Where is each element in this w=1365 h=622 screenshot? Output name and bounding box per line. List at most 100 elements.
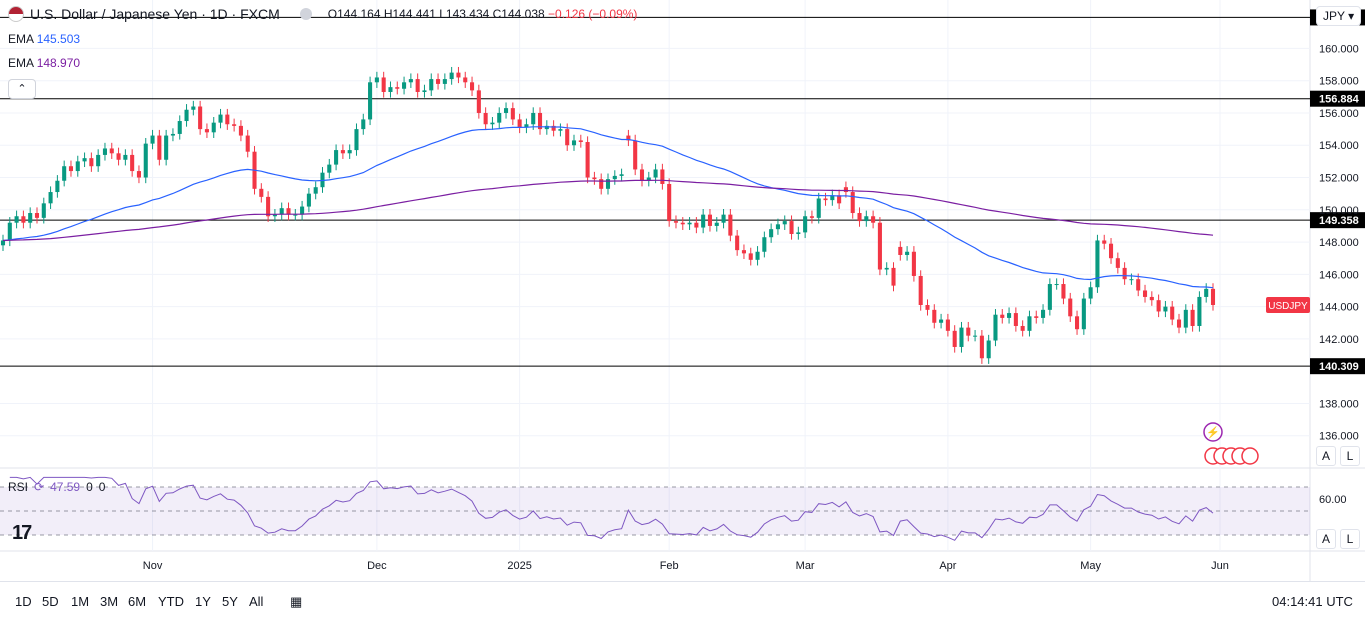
candle-body xyxy=(470,82,475,91)
ema-fast-value: 145.503 xyxy=(36,32,81,46)
candle-body xyxy=(313,187,318,194)
y-tick-label: 136.000 xyxy=(1319,431,1359,443)
y-tick-label: 158.000 xyxy=(1319,76,1359,88)
y-tick-label: 154.000 xyxy=(1319,140,1359,152)
candle-body xyxy=(510,108,515,120)
x-tick-label: Apr xyxy=(939,560,956,572)
range-all[interactable]: All xyxy=(249,594,264,609)
rsi-log-scale-button[interactable]: L xyxy=(1340,529,1360,549)
candle-body xyxy=(96,154,101,167)
candle-body xyxy=(476,90,481,113)
level-label: 140.309 xyxy=(1319,361,1359,373)
tradingview-logo[interactable]: 17 xyxy=(12,522,32,544)
candle-body xyxy=(116,153,121,160)
lightning-event-icon xyxy=(1203,422,1223,442)
candle-body xyxy=(701,214,706,228)
currency-selector[interactable]: JPY ▾ xyxy=(1316,6,1362,26)
candle-body xyxy=(211,122,216,133)
candle-body xyxy=(612,175,617,180)
x-tick-label: Nov xyxy=(143,560,163,572)
range-6m[interactable]: 6M xyxy=(128,594,147,609)
candle-body xyxy=(68,166,74,172)
candle-body xyxy=(225,114,230,125)
candle-body xyxy=(1190,309,1195,326)
time-axis[interactable]: Nov Dec 2025 Feb Mar Apr May Jun xyxy=(143,560,1229,572)
candle-body xyxy=(871,216,876,223)
candle-body xyxy=(449,72,454,80)
candle-body xyxy=(238,125,243,136)
candle-body xyxy=(728,214,733,236)
candle-body xyxy=(136,171,141,178)
candle-body xyxy=(1013,313,1018,326)
range-1y[interactable]: 1Y xyxy=(195,594,211,609)
candle-body xyxy=(633,140,638,170)
candle-body xyxy=(62,166,67,181)
low-value: L143.434 xyxy=(439,7,490,21)
candle-body xyxy=(1034,316,1039,318)
range-ytd[interactable]: YTD xyxy=(158,594,184,609)
rsi-settings-icon[interactable]: ⟳ xyxy=(34,480,45,494)
candle-body xyxy=(639,169,645,181)
ema-fast-line xyxy=(2,126,1214,289)
candle-body xyxy=(619,174,624,176)
currency-label: JPY xyxy=(1323,9,1345,23)
candle-body xyxy=(769,229,774,238)
range-3m[interactable]: 3M xyxy=(100,594,119,609)
candle-body xyxy=(1204,288,1209,297)
y-tick-label: 160.000 xyxy=(1319,43,1359,55)
us-flag-icon xyxy=(8,6,24,22)
clock: 04:14:41 UTC xyxy=(1272,594,1353,609)
candle-body xyxy=(7,222,12,241)
candle-body xyxy=(925,305,930,310)
candle-body xyxy=(1000,314,1005,318)
candle-body xyxy=(979,335,984,359)
last-price-tag xyxy=(1266,297,1310,314)
us-event-icon xyxy=(1241,447,1259,465)
candle-body xyxy=(1183,309,1188,328)
ema-fast-legend[interactable]: EMA 145.503 xyxy=(8,32,80,46)
range-1m[interactable]: 1M xyxy=(71,594,90,609)
log-scale-button[interactable]: L xyxy=(1340,446,1360,466)
auto-scale-button[interactable]: A xyxy=(1316,446,1336,466)
range-5d[interactable]: 5D xyxy=(42,594,59,609)
candle-body xyxy=(109,148,114,154)
candle-body xyxy=(436,79,441,84)
change-value: −0.126 (−0.09%) xyxy=(548,7,638,21)
candle-body xyxy=(354,129,359,151)
candle-body xyxy=(1095,240,1100,288)
candle-body xyxy=(21,216,26,223)
rsi-legend[interactable]: RSI ⟳ 47.59 0 0 xyxy=(8,480,105,494)
x-tick-label: Mar xyxy=(796,560,815,572)
close-value: C144.038 xyxy=(492,7,545,21)
candle-body xyxy=(741,250,746,254)
candle-body xyxy=(877,222,882,270)
candle-body xyxy=(456,72,461,78)
market-status-icon[interactable] xyxy=(299,8,312,20)
level-label: 156.884 xyxy=(1319,94,1360,106)
candle-body xyxy=(0,240,6,246)
symbol-title[interactable]: U.S. Dollar / Japanese Yen · 1D · FXCM xyxy=(30,6,280,22)
candle-body xyxy=(232,124,237,126)
range-5y[interactable]: 5Y xyxy=(222,594,238,609)
candle-body xyxy=(198,106,203,130)
candle-body xyxy=(1027,316,1032,331)
candle-body xyxy=(667,183,672,222)
candle-body xyxy=(89,158,94,167)
ema-slow-legend[interactable]: EMA 148.970 xyxy=(8,56,80,70)
level-tag xyxy=(1310,358,1365,375)
rsi-auto-scale-button[interactable]: A xyxy=(1316,529,1336,549)
price-axis[interactable]: 136.000 138.000 142.000 144.000 146.000 148.0… xyxy=(1319,43,1359,442)
calendar-icon[interactable]: ▦ xyxy=(290,594,303,609)
candle-body xyxy=(959,327,964,347)
candle-body xyxy=(857,213,862,222)
candle-body xyxy=(1170,306,1175,320)
candle-body xyxy=(803,216,808,233)
economic-events[interactable]: ⚡ xyxy=(1203,422,1259,465)
range-1d[interactable]: 1D xyxy=(15,594,32,609)
candle-body xyxy=(1041,309,1046,318)
candle-body xyxy=(775,224,780,230)
chevron-up-icon[interactable]: ⌃ xyxy=(8,79,36,99)
ema-slow-label: EMA xyxy=(8,56,34,70)
candle-body xyxy=(55,180,60,193)
